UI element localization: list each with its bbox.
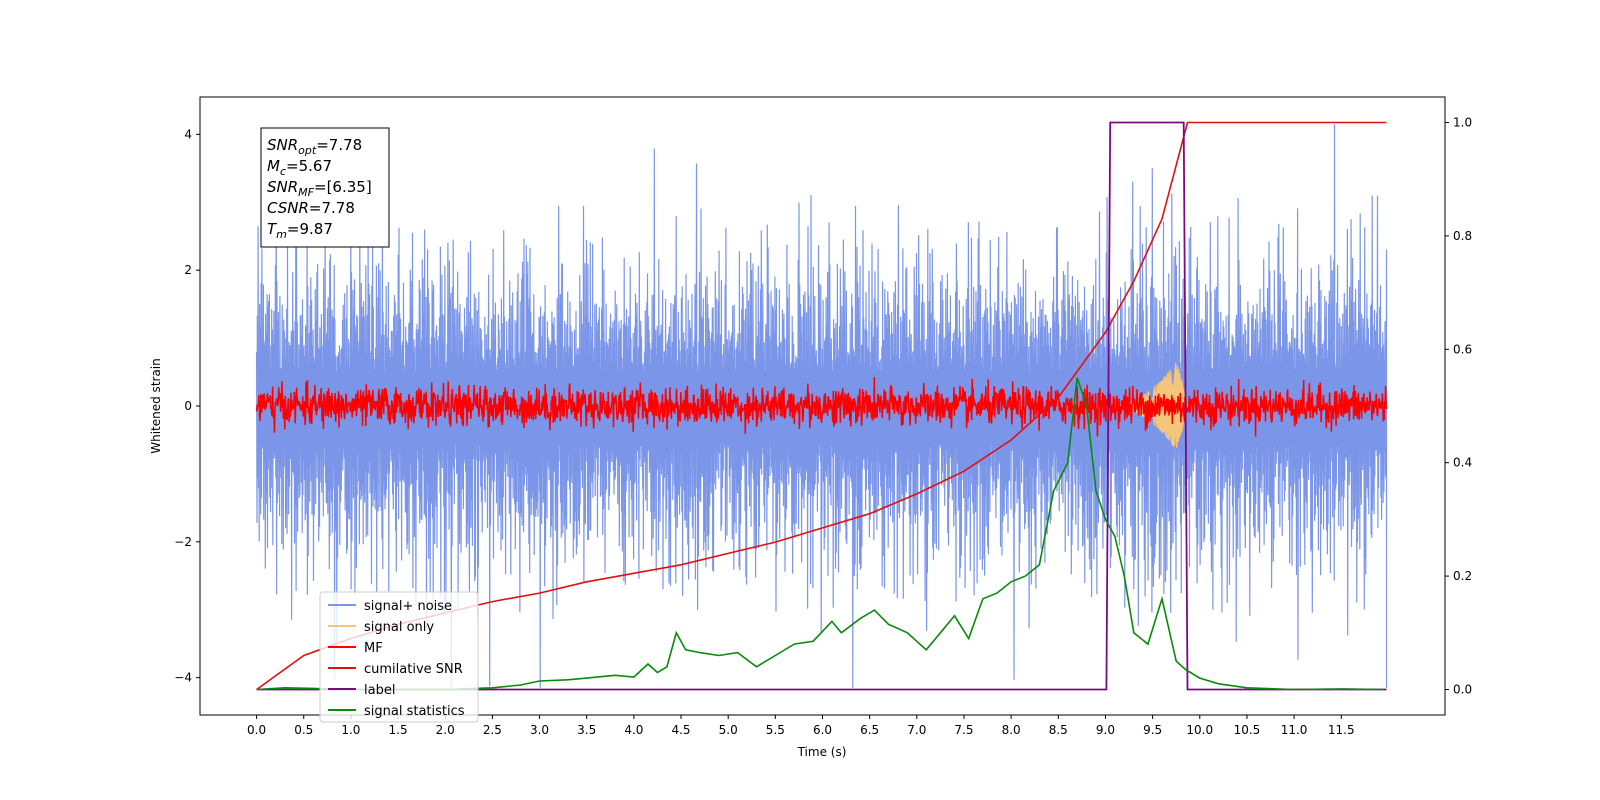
series-signal-noise [256, 124, 1388, 688]
x-tick-label: 1.5 [389, 723, 408, 737]
legend-entry: cumilative SNR [364, 662, 463, 677]
info-subscript: c [280, 165, 286, 178]
x-tick-label: 2.5 [483, 723, 502, 737]
y-axis-title: Whitened strain [149, 358, 163, 454]
x-tick-label: 4.0 [624, 723, 643, 737]
x-tick-label: 0.5 [294, 723, 313, 737]
x-tick-label: 4.5 [671, 723, 690, 737]
y2-tick-label: 0.6 [1453, 342, 1472, 356]
info-box-frame [260, 127, 390, 248]
x-tick-label: 10.0 [1186, 723, 1213, 737]
x-tick-label: 8.5 [1049, 723, 1068, 737]
y-tick-label: −4 [174, 671, 192, 685]
x-tick-label: 5.0 [719, 723, 738, 737]
series-signal-statistics [256, 377, 1384, 691]
legend-entry: signal statistics [364, 704, 465, 719]
y-tick-label: 0 [184, 399, 192, 413]
info-line: SNRopt=7.78 [267, 136, 362, 157]
info-line: Mc=5.67 [267, 157, 332, 178]
y-tick-label: −2 [174, 535, 192, 549]
x-tick-label: 2.0 [436, 723, 455, 737]
series-mf [255, 377, 1388, 437]
y-axis-right: 0.0 0.2 0.4 0.6 0.8 1.0 [1445, 116, 1472, 696]
info-symbol: SNR [267, 178, 298, 196]
x-tick-label: 6.0 [813, 723, 832, 737]
info-value: =7.78 [316, 136, 362, 154]
y2-tick-label: 0.2 [1453, 569, 1472, 583]
info-line: CSNR=7.78 [267, 199, 355, 217]
legend-frame [319, 591, 479, 723]
info-subscript: MF [298, 186, 314, 199]
legend: signal+ noise signal only MF cumilative SNR… [319, 591, 479, 723]
y-axis-left: −4 −2 0 2 4 [174, 127, 200, 685]
x-tick-label: 3.5 [577, 723, 596, 737]
x-axis-title: Time (s) [797, 745, 847, 759]
y-tick-label: 2 [184, 263, 192, 277]
info-line: SNRMF=[6.35] [267, 178, 372, 199]
x-tick-label: 6.5 [860, 723, 879, 737]
x-tick-label: 0.0 [247, 723, 266, 737]
x-tick-label: 10.5 [1234, 723, 1261, 737]
y2-tick-label: 0.0 [1453, 682, 1472, 696]
x-tick-label: 11.5 [1328, 723, 1355, 737]
legend-entry: MF [364, 641, 383, 656]
info-symbol: T [267, 220, 278, 238]
info-box: SNRopt=7.78Mc=5.67SNRMF=[6.35]CSNR=7.78T… [260, 127, 390, 248]
y-tick-label: 4 [184, 127, 192, 141]
x-tick-label: 3.0 [530, 723, 549, 737]
info-line: Tm=9.87 [267, 220, 333, 241]
series-label [256, 121, 1387, 691]
x-axis: 0.0 0.5 1.0 1.5 2.0 2.5 3.0 3.5 4.0 4.5 5.0 5.5 6.0 6… [247, 715, 1355, 737]
x-tick-label: 8.0 [1002, 723, 1021, 737]
info-symbol: SNR [267, 136, 298, 154]
info-value: =9.87 [287, 220, 333, 238]
info-subscript: m [276, 228, 287, 241]
legend-entry: signal+ noise [364, 599, 452, 614]
x-tick-label: 7.0 [907, 723, 926, 737]
info-value: =7.78 [309, 199, 355, 217]
info-symbol: CSNR [267, 199, 309, 217]
x-tick-label: 5.5 [766, 723, 785, 737]
y2-tick-label: 0.8 [1453, 229, 1472, 243]
info-value: =[6.35] [314, 178, 372, 196]
x-tick-label: 9.0 [1096, 723, 1115, 737]
x-tick-label: 7.5 [954, 723, 973, 737]
legend-entry: signal only [364, 620, 434, 635]
y2-tick-label: 1.0 [1453, 116, 1472, 130]
info-value: =5.67 [286, 157, 332, 175]
x-tick-label: 9.5 [1143, 723, 1162, 737]
x-tick-label: 11.0 [1281, 723, 1308, 737]
x-tick-label: 1.0 [341, 723, 360, 737]
legend-entry: label [364, 683, 395, 698]
y2-tick-label: 0.4 [1453, 456, 1472, 470]
info-symbol: M [267, 157, 280, 175]
info-subscript: opt [298, 144, 317, 157]
